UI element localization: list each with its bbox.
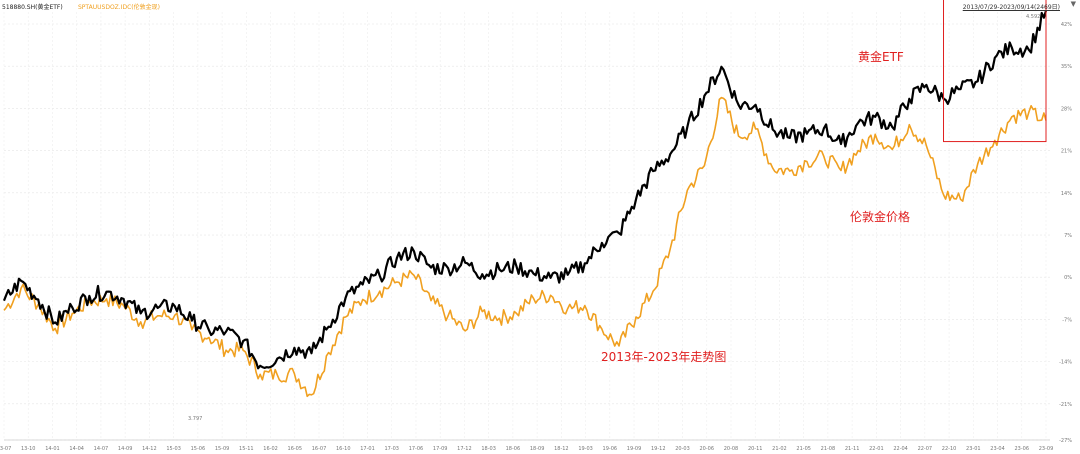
series-line-etf [2,10,1048,370]
y-tick-label: -27% [1059,438,1072,444]
x-tick-label: 17-12 [457,446,472,452]
date-range-link[interactable]: 2013/07/29-2023/09/14(2469日) [962,4,1060,11]
x-tick-label: 22-04 [893,446,908,452]
x-tick-label: 17-01 [360,446,375,452]
x-tick-label: 18-06 [506,446,521,452]
chart-grid [3,12,1050,441]
x-tick-label: 19-03 [578,446,593,452]
x-tick-label: 20-11 [748,446,763,452]
x-tick-label: 19-09 [627,446,642,452]
y-tick-label: -7% [1062,317,1072,323]
x-tick-label: 20-06 [699,446,714,452]
x-tick-label: 20-03 [675,446,690,452]
x-tick-label: 16-05 [288,446,303,452]
y-tick-label: 35% [1061,64,1072,70]
y-tick-label: -21% [1059,402,1072,408]
y-tick-label: 0% [1064,275,1072,281]
x-tick-label: 17-09 [433,446,448,452]
x-tick-label: 16-07 [312,446,327,452]
y-tick-label: 14% [1061,191,1072,197]
x-tick-label: 14-09 [118,446,133,452]
x-tick-label: 21-02 [772,446,787,452]
x-tick-label: 14-07 [94,446,109,452]
x-tick-label: 21-11 [845,446,860,452]
annotation-gold-etf: 黄金ETF [858,50,904,64]
chart-series [2,10,1048,398]
x-tick-label: 23-06 [1015,446,1030,452]
x-tick-label: 15-03 [166,446,181,452]
y-tick-label: 42% [1061,22,1072,28]
x-tick-label: 15-09 [215,446,230,452]
x-tick-label: 23-01 [966,446,981,452]
y-tick-label: 28% [1061,106,1072,112]
x-tick-label: 13-10 [21,446,36,452]
x-tick-label: 18-03 [481,446,496,452]
x-tick-label: 14-01 [45,446,60,452]
x-tick-label: 15-11 [239,446,254,452]
x-tick-label: 23-09 [1039,446,1054,452]
x-tick-label: 15-06 [191,446,206,452]
y-tick-label: -14% [1059,360,1072,366]
x-tick-label: 20-08 [724,446,739,452]
x-tick-label: 21-08 [821,446,836,452]
y-tick-label: 21% [1061,149,1072,155]
y-tick-label: 7% [1064,233,1072,239]
x-tick-label: 21-05 [796,446,811,452]
x-tick-label: 19-06 [603,446,618,452]
start-value-label: 3.797 [188,416,202,422]
annotation-period: 2013年-2023年走势图 [601,350,727,364]
highlight-box [943,0,1047,143]
x-tick-label: 14-12 [142,446,157,452]
y-axis: -27% -21% -14% -7% 0% 7% 14% 21% 28% 35% 42% [1059,22,1072,444]
x-tick-label: 14-04 [69,446,84,452]
series-line-london-gold [3,96,1047,398]
annotation-london-gold: 伦敦金价格 [850,210,911,224]
x-tick-label: 22-07 [918,446,933,452]
filter-icon[interactable]: ▼ [1070,0,1076,8]
chart-overlay: 3.797 4.592 [188,0,1047,422]
x-tick-label: 16-10 [336,446,351,452]
x-tick-label: 18-09 [530,446,545,452]
x-tick-label: 13-07 [0,446,11,452]
x-tick-label: 18-12 [554,446,569,452]
x-tick-label: 22-10 [942,446,957,452]
end-value-label: 4.592 [1026,14,1040,20]
x-tick-label: 22-01 [869,446,884,452]
x-tick-label: 17-03 [384,446,399,452]
x-tick-label: 16-02 [263,446,278,452]
x-axis: 13-07 13-10 14-01 14-04 14-07 14-09 14-12 15-03… [0,439,1054,452]
x-tick-label: 19-12 [651,446,666,452]
x-tick-label: 17-06 [409,446,424,452]
legend-series-etf[interactable]: 518880.SH(黄金ETF) [2,4,63,11]
x-tick-label: 23-04 [990,446,1005,452]
legend-series-london-gold[interactable]: SPTAUUSDOZ.IDC(伦敦金现) [78,4,160,11]
